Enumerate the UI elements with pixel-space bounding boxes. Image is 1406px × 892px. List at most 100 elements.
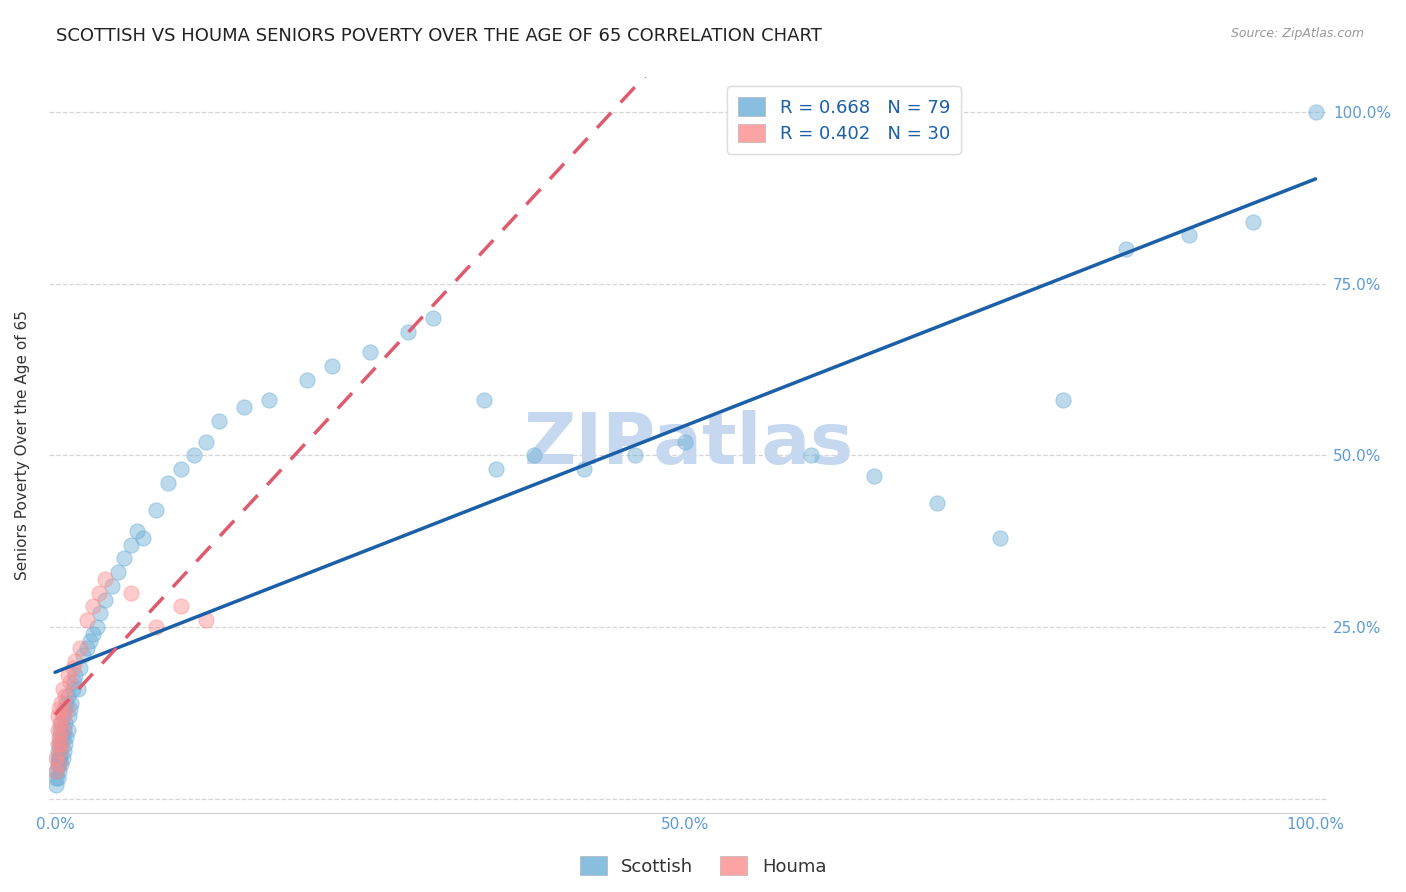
Point [66,681,89,696]
Point [170,462,193,476]
Point [45,771,67,785]
Point [60,696,83,710]
Point [48,702,70,716]
Text: Source: ZipAtlas.com: Source: ZipAtlas.com [1230,27,1364,40]
Point [76,613,98,627]
Point [1115,242,1137,256]
Point [58,709,80,723]
Point [927,496,949,510]
Point [52,730,75,744]
Point [52,744,75,758]
Point [1052,393,1074,408]
Point [48,757,70,772]
Point [46,771,69,785]
Point [45,750,67,764]
Point [45,764,67,779]
Point [52,709,75,723]
Point [396,325,419,339]
Point [55,696,77,710]
Point [523,448,546,462]
Point [46,757,69,772]
Point [195,434,218,449]
Point [46,723,69,737]
Point [208,414,231,428]
Point [52,750,75,764]
Point [52,723,75,737]
Text: SCOTTISH VS HOUMA SENIORS POVERTY OVER THE AGE OF 65 CORRELATION CHART: SCOTTISH VS HOUMA SENIORS POVERTY OVER T… [56,27,823,45]
Point [49,750,72,764]
Point [51,737,73,751]
Point [624,448,647,462]
Point [990,531,1012,545]
Y-axis label: Seniors Poverty Over the Age of 65: Seniors Poverty Over the Age of 65 [15,310,30,580]
Point [56,723,79,737]
Point [76,640,98,655]
Point [94,572,117,586]
Point [55,730,77,744]
Point [120,538,142,552]
Point [195,613,218,627]
Point [59,702,82,716]
Point [112,551,135,566]
Point [863,469,886,483]
Point [89,585,111,599]
Point [82,599,104,614]
Text: ZIPatlas: ZIPatlas [523,410,853,480]
Point [1305,104,1327,119]
Point [69,640,91,655]
Point [132,531,155,545]
Point [100,579,122,593]
Point [800,448,823,462]
Point [72,648,94,662]
Point [51,716,73,731]
Point [86,620,108,634]
Point [53,716,76,731]
Point [120,585,142,599]
Point [53,737,76,751]
Point [51,737,73,751]
Point [45,778,67,792]
Point [295,373,318,387]
Point [46,750,69,764]
Point [56,668,79,682]
Point [422,310,444,325]
Point [56,689,79,703]
Point [46,744,69,758]
Point [94,592,117,607]
Point [472,393,495,408]
Legend: R = 0.668   N = 79, R = 0.402   N = 30: R = 0.668 N = 79, R = 0.402 N = 30 [727,87,960,154]
Point [145,503,167,517]
Point [233,401,256,415]
Point [63,675,86,690]
Point [52,709,75,723]
Point [69,661,91,675]
Point [45,764,67,779]
Point [359,345,381,359]
Point [62,661,84,675]
Point [79,633,101,648]
Point [62,681,84,696]
Point [48,764,70,779]
Point [157,475,180,490]
Point [51,696,73,710]
Point [49,744,72,758]
Point [59,675,82,690]
Point [46,709,69,723]
Point [63,668,86,682]
Point [53,689,76,703]
Point [52,702,75,716]
Point [48,750,70,764]
Point [107,565,129,579]
Point [49,744,72,758]
Point [48,757,70,772]
Point [259,393,281,408]
Point [48,737,70,751]
Point [49,716,72,731]
Point [52,723,75,737]
Point [55,702,77,716]
Point [321,359,343,373]
Point [673,434,696,449]
Point [63,654,86,668]
Point [1178,228,1201,243]
Point [183,448,205,462]
